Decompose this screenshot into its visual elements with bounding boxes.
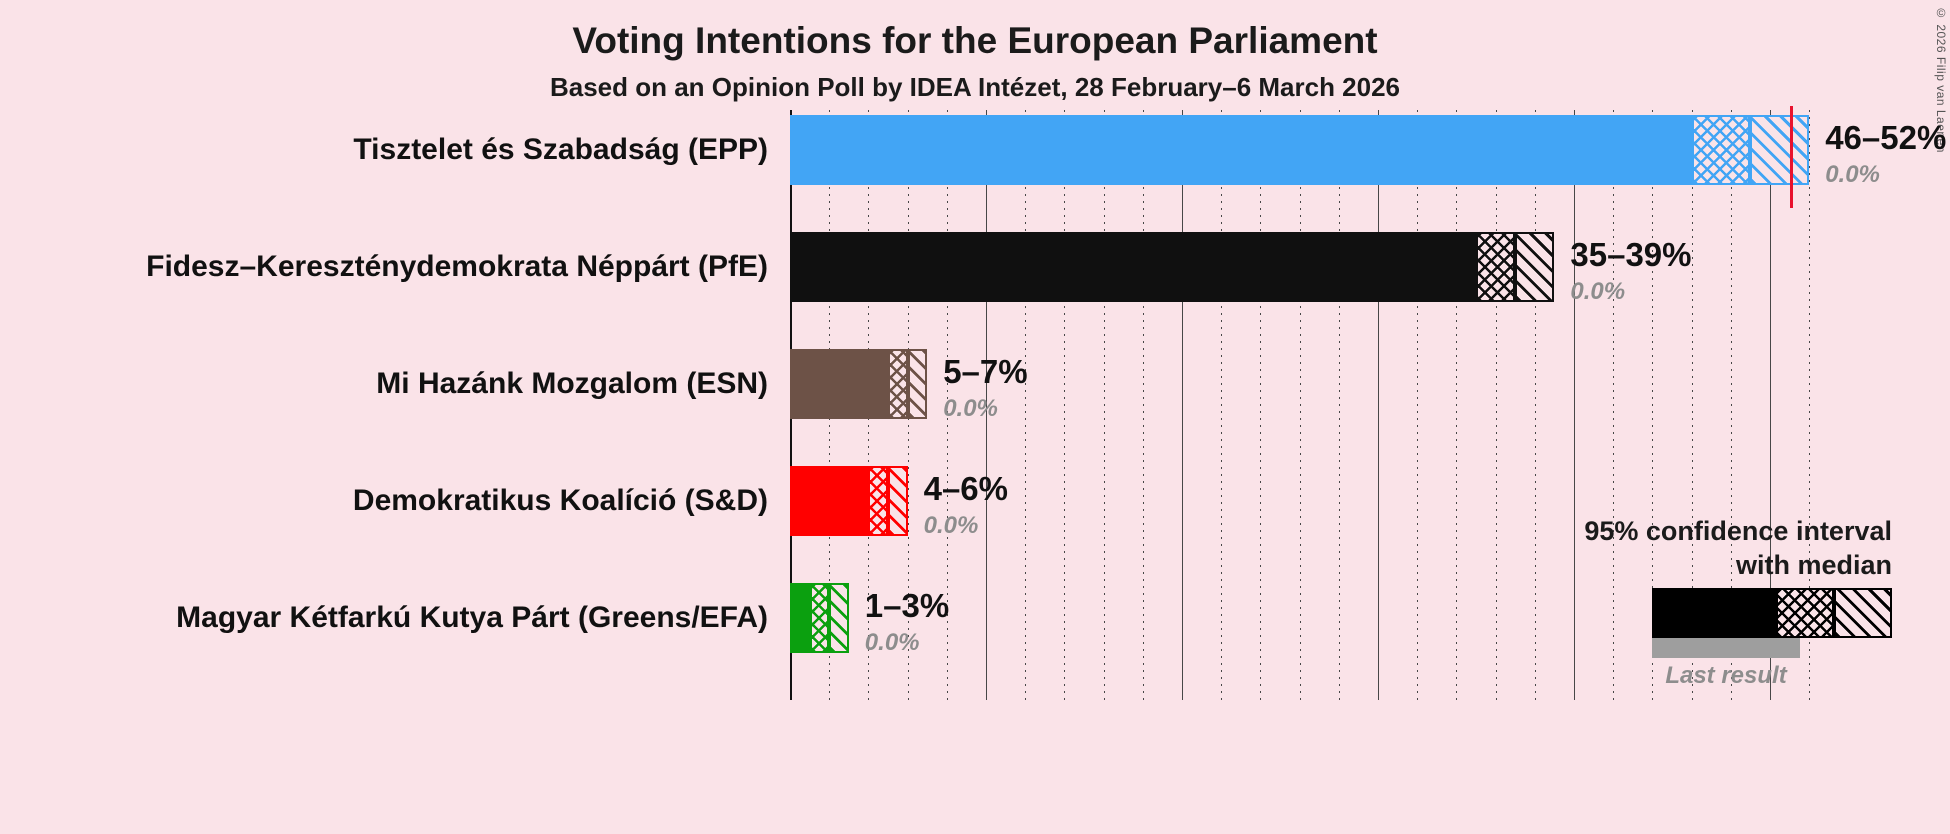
copyright-text: © 2026 Filip van Laenen: [1934, 6, 1948, 153]
gridline: [1613, 110, 1615, 700]
gridline: [1417, 110, 1419, 700]
legend-sample-crosshatch: [1776, 588, 1834, 638]
bar-ci-crosshatch-segment: [888, 349, 908, 419]
legend-sample-bar: [1652, 588, 1892, 638]
gridline: [1142, 110, 1144, 700]
legend-ci-label: 95% confidence interval with median: [1584, 514, 1892, 582]
last-result-label: 0.0%: [1825, 161, 1880, 188]
bar-ci-diagonal-segment: [888, 466, 908, 536]
last-result-label: 0.0%: [864, 629, 920, 656]
bar-row: Demokratikus Koalíció (S&D) 4–6% 0.0%: [0, 466, 1950, 539]
bar-solid-segment: [790, 232, 1476, 302]
bar-solid-segment: [790, 115, 1692, 185]
legend-sample-diagonal: [1834, 588, 1892, 638]
gridline: [1103, 110, 1105, 700]
gridline: [1534, 110, 1536, 700]
gridline: [1378, 110, 1379, 700]
bar-ci-crosshatch-segment: [809, 583, 830, 653]
bar-ci-diagonal-segment: [829, 583, 849, 653]
last-result-label: 0.0%: [923, 512, 979, 539]
gridline: [1299, 110, 1301, 700]
bar-solid-segment: [790, 466, 869, 536]
bar-ci-diagonal-segment: [1750, 115, 1810, 185]
ci-range-label: 1–3%: [864, 587, 950, 624]
gridline: [1691, 110, 1693, 700]
bar-solid-segment: [790, 349, 888, 419]
party-label: Tisztelet és Szabadság (EPP): [353, 133, 768, 166]
gridline: [1064, 110, 1066, 700]
gridline: [986, 110, 987, 700]
ci-range-label: 35–39%: [1570, 236, 1692, 273]
chart-title: Voting Intentions for the European Parli…: [572, 20, 1378, 61]
party-label: Magyar Kétfarkú Kutya Párt (Greens/EFA): [176, 601, 768, 634]
gridline: [1260, 110, 1262, 700]
bar-ci-diagonal-segment: [1515, 232, 1555, 302]
bar-ci-crosshatch-segment: [1691, 115, 1751, 185]
chart-subtitle: Based on an Opinion Poll by IDEA Intézet…: [549, 72, 1401, 102]
last-result-label: 0.0%: [943, 395, 998, 422]
legend-ci-label-line2: with median: [1735, 550, 1892, 580]
gridline: [1182, 110, 1183, 700]
bar-solid-segment: [790, 583, 810, 653]
party-label: Mi Hazánk Mozgalom (ESN): [376, 367, 768, 400]
bar-ci-crosshatch-segment: [1476, 232, 1516, 302]
bar-row: Fidesz–Kereszténydemokrata Néppárt (PfE)…: [0, 232, 1950, 305]
bar-row: Tisztelet és Szabadság (EPP) 46–52% 0.0%: [0, 115, 1950, 188]
bar-ci-crosshatch-segment: [868, 466, 888, 536]
gridline: [1456, 110, 1458, 700]
gridline: [946, 110, 948, 700]
gridline: [1652, 110, 1654, 700]
majority-line: [1789, 106, 1793, 208]
legend-last-result-label: Last result: [1665, 662, 1787, 689]
legend-sample-solid: [1652, 588, 1776, 638]
gridline: [1338, 110, 1340, 700]
ci-range-label: 46–52%: [1825, 119, 1947, 156]
gridline: [1809, 110, 1811, 700]
legend-ci-label-line1: 95% confidence interval: [1584, 516, 1892, 546]
gridline: [1574, 110, 1575, 700]
gridline: [1025, 110, 1027, 700]
bar-row: Magyar Kétfarkú Kutya Párt (Greens/EFA) …: [0, 583, 1950, 656]
gridline: [1221, 110, 1223, 700]
ci-range-label: 5–7%: [943, 353, 1028, 390]
gridline: [1495, 110, 1497, 700]
ci-range-label: 4–6%: [923, 470, 1008, 507]
bar-row: Mi Hazánk Mozgalom (ESN) 5–7% 0.0%: [0, 349, 1950, 422]
last-result-label: 0.0%: [1570, 278, 1626, 305]
party-label: Fidesz–Kereszténydemokrata Néppárt (PfE): [146, 250, 768, 283]
gridline: [1730, 110, 1732, 700]
bar-ci-diagonal-segment: [907, 349, 928, 419]
party-label: Demokratikus Koalíció (S&D): [352, 484, 768, 517]
gridline: [1770, 110, 1771, 700]
